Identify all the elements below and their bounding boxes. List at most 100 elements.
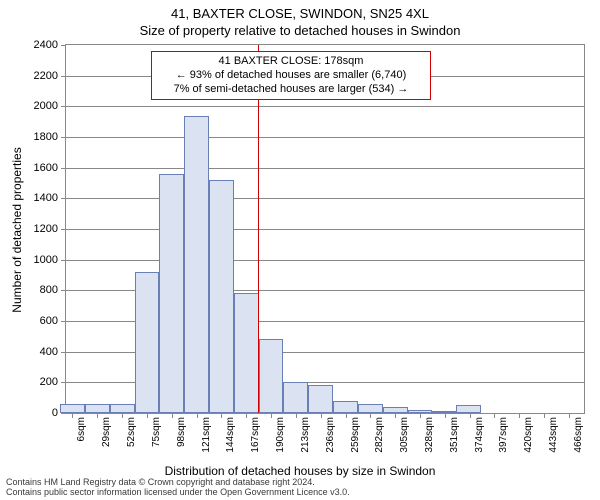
histogram-bar bbox=[110, 404, 135, 413]
x-tick bbox=[370, 413, 371, 418]
gridline bbox=[66, 198, 584, 199]
x-tick bbox=[321, 413, 322, 418]
y-tick bbox=[61, 76, 66, 77]
x-tick-label: 282sqm bbox=[374, 417, 385, 453]
x-tick-label: 443sqm bbox=[548, 417, 559, 453]
x-tick-label: 52sqm bbox=[126, 417, 137, 447]
x-tick-label: 121sqm bbox=[201, 417, 212, 453]
x-tick-label: 259sqm bbox=[350, 417, 361, 453]
histogram-bar bbox=[234, 293, 259, 413]
x-tick bbox=[445, 413, 446, 418]
x-tick bbox=[221, 413, 222, 418]
y-tick bbox=[61, 168, 66, 169]
y-tick bbox=[61, 198, 66, 199]
histogram-bar bbox=[159, 174, 184, 413]
x-tick-label: 420sqm bbox=[523, 417, 534, 453]
x-tick-label: 328sqm bbox=[424, 417, 435, 453]
x-axis-label: Distribution of detached houses by size … bbox=[0, 464, 600, 478]
gridline bbox=[66, 137, 584, 138]
annotation-line2: ← 93% of detached houses are smaller (6,… bbox=[158, 69, 424, 83]
histogram-bar bbox=[383, 407, 408, 413]
annotation-line3: 7% of semi-detached houses are larger (5… bbox=[158, 83, 424, 97]
x-tick bbox=[470, 413, 471, 418]
y-tick bbox=[61, 413, 66, 414]
y-tick bbox=[61, 229, 66, 230]
chart-title-sub: Size of property relative to detached ho… bbox=[0, 21, 600, 38]
histogram-bar bbox=[135, 272, 160, 413]
y-tick bbox=[61, 290, 66, 291]
x-tick-label: 236sqm bbox=[325, 417, 336, 453]
histogram-bar bbox=[308, 385, 333, 413]
histogram-bar bbox=[85, 404, 110, 413]
x-tick-label: 397sqm bbox=[498, 417, 509, 453]
x-tick bbox=[271, 413, 272, 418]
x-tick bbox=[172, 413, 173, 418]
y-tick-label: 0 bbox=[52, 407, 58, 419]
x-tick bbox=[346, 413, 347, 418]
annotation-line1: 41 BAXTER CLOSE: 178sqm bbox=[158, 55, 424, 69]
plot-region: 0200400600800100012001400160018002000220… bbox=[65, 44, 585, 414]
x-tick bbox=[395, 413, 396, 418]
x-tick-label: 75sqm bbox=[151, 417, 162, 447]
chart-area: 0200400600800100012001400160018002000220… bbox=[65, 44, 585, 414]
y-tick bbox=[61, 106, 66, 107]
histogram-bar bbox=[408, 410, 433, 413]
x-tick bbox=[420, 413, 421, 418]
credit-line2: Contains public sector information licen… bbox=[6, 488, 350, 498]
histogram-bar bbox=[209, 180, 234, 413]
y-tick-label: 2000 bbox=[34, 100, 58, 112]
y-tick-label: 800 bbox=[40, 284, 58, 296]
histogram-bar bbox=[184, 116, 209, 413]
x-tick-label: 466sqm bbox=[573, 417, 584, 453]
x-tick bbox=[296, 413, 297, 418]
chart-title-main: 41, BAXTER CLOSE, SWINDON, SN25 4XL bbox=[0, 0, 600, 21]
x-tick-label: 6sqm bbox=[76, 417, 87, 441]
y-tick-label: 1800 bbox=[34, 131, 58, 143]
annotation-box: 41 BAXTER CLOSE: 178sqm ← 93% of detache… bbox=[151, 51, 431, 100]
histogram-bar bbox=[259, 339, 284, 413]
x-tick bbox=[97, 413, 98, 418]
y-tick-label: 400 bbox=[40, 346, 58, 358]
y-axis-label: Number of detached properties bbox=[10, 147, 24, 312]
gridline bbox=[66, 260, 584, 261]
x-tick bbox=[197, 413, 198, 418]
credit-text: Contains HM Land Registry data © Crown c… bbox=[6, 478, 350, 498]
y-tick bbox=[61, 260, 66, 261]
x-tick-label: 213sqm bbox=[300, 417, 311, 453]
x-tick-label: 190sqm bbox=[275, 417, 286, 453]
y-tick bbox=[61, 321, 66, 322]
histogram-bar bbox=[432, 411, 457, 413]
y-tick-label: 1400 bbox=[34, 192, 58, 204]
y-tick bbox=[61, 352, 66, 353]
chart-container: 41, BAXTER CLOSE, SWINDON, SN25 4XL Size… bbox=[0, 0, 600, 500]
x-tick-label: 98sqm bbox=[176, 417, 187, 447]
histogram-bar bbox=[456, 405, 481, 413]
x-tick-label: 305sqm bbox=[399, 417, 410, 453]
y-tick-label: 2200 bbox=[34, 70, 58, 82]
x-tick bbox=[544, 413, 545, 418]
x-tick bbox=[72, 413, 73, 418]
x-tick-label: 29sqm bbox=[101, 417, 112, 447]
x-tick-label: 144sqm bbox=[225, 417, 236, 453]
y-tick-label: 1000 bbox=[34, 254, 58, 266]
x-tick bbox=[122, 413, 123, 418]
x-tick-label: 167sqm bbox=[250, 417, 261, 453]
x-tick bbox=[519, 413, 520, 418]
histogram-bar bbox=[283, 382, 308, 413]
gridline bbox=[66, 106, 584, 107]
y-tick-label: 600 bbox=[40, 315, 58, 327]
y-tick-label: 200 bbox=[40, 376, 58, 388]
gridline bbox=[66, 229, 584, 230]
x-tick-label: 374sqm bbox=[474, 417, 485, 453]
y-tick bbox=[61, 382, 66, 383]
x-tick bbox=[569, 413, 570, 418]
y-tick bbox=[61, 45, 66, 46]
y-tick-label: 2400 bbox=[34, 39, 58, 51]
histogram-bar bbox=[60, 404, 85, 413]
y-tick-label: 1200 bbox=[34, 223, 58, 235]
y-tick bbox=[61, 137, 66, 138]
x-tick bbox=[147, 413, 148, 418]
x-tick bbox=[494, 413, 495, 418]
x-tick bbox=[246, 413, 247, 418]
histogram-bar bbox=[333, 401, 358, 413]
